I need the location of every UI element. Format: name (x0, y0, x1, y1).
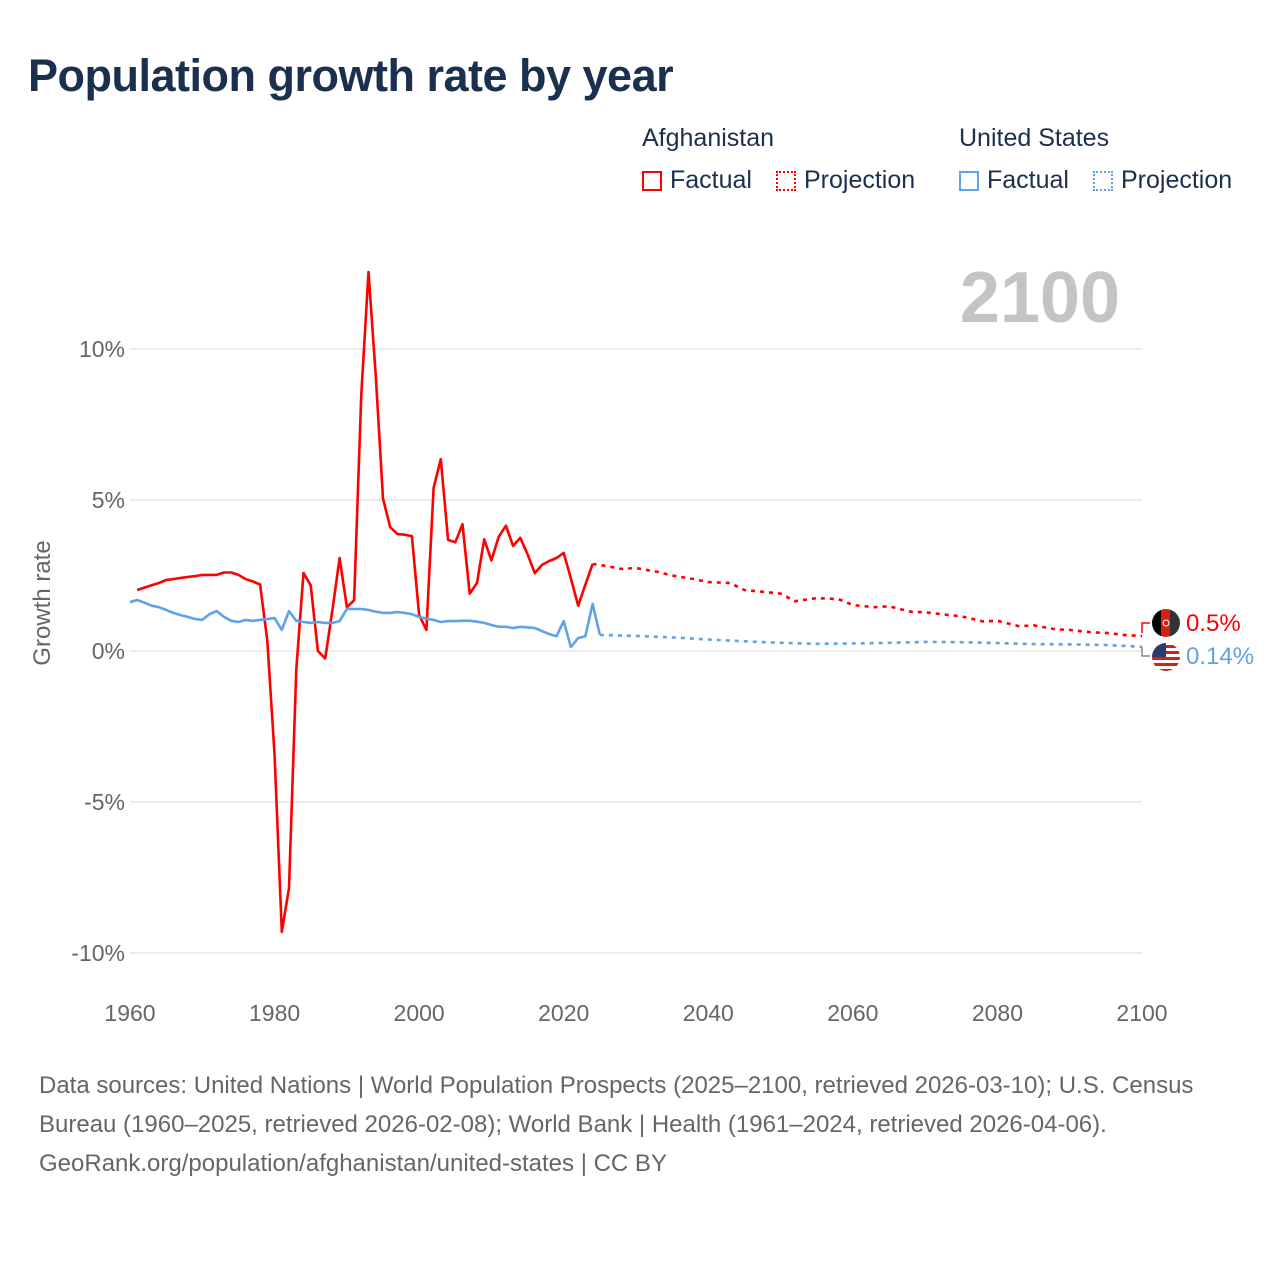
y-tick-label: -10% (71, 940, 125, 966)
x-tick-label: 2080 (972, 1000, 1023, 1026)
afghanistan-flag-icon (1152, 609, 1180, 637)
chart-title: Population growth rate by year (28, 50, 674, 101)
united-states-factual-line (129, 598, 602, 649)
legend-swatch-dotted-red (776, 170, 796, 191)
legend-label: Factual (987, 166, 1069, 194)
y-tick-label: 5% (92, 487, 125, 513)
source-link[interactable]: GeoRank.org/population/afghanistan/unite… (39, 1150, 667, 1177)
x-tick-label: 2000 (394, 1000, 445, 1026)
current-year-label: 2100 (960, 258, 1120, 338)
x-tick-label: 1960 (104, 1000, 155, 1026)
end-label-us: 0.14% (1186, 643, 1254, 670)
x-tick-label: 2100 (1116, 1000, 1167, 1026)
y-axis-label: Growth rate (29, 540, 56, 665)
legend-swatch-solid-blue (959, 170, 979, 191)
x-tick-label: 2040 (683, 1000, 734, 1026)
legend-afghanistan-projection[interactable]: Projection (776, 166, 915, 195)
afghanistan-factual-line (136, 270, 594, 934)
legend-swatch-dotted-blue (1093, 170, 1113, 191)
x-tick-label: 2060 (827, 1000, 878, 1026)
x-tick-label: 2020 (538, 1000, 589, 1026)
legend-us-projection[interactable]: Projection (1093, 166, 1232, 195)
legend-label: Projection (1121, 166, 1233, 194)
end-label-afghanistan: 0.5% (1186, 610, 1241, 637)
legend-afghanistan-factual[interactable]: Factual (642, 166, 752, 195)
legend-swatch-solid-red (642, 170, 662, 191)
y-tick-label: 0% (92, 638, 125, 664)
afghanistan-projection-line (592, 562, 1143, 638)
legend-group-united-states: United States (959, 124, 1110, 152)
data-sources: Data sources: United Nations | World Pop… (39, 1072, 1194, 1138)
x-tick-label: 1980 (249, 1000, 300, 1026)
end-label-leader-afghanistan (1141, 622, 1150, 633)
legend-us-factual[interactable]: Factual (959, 166, 1069, 195)
legend-label: Factual (670, 166, 752, 194)
legend-label: Projection (804, 166, 916, 194)
y-tick-label: -5% (84, 789, 125, 815)
plot-area: 10% 5% 0% -5% -10% 1960 1980 2000 2020 2040 2060 20… (29, 258, 1254, 1026)
united-states-flag-icon (1152, 643, 1180, 671)
united-states-projection-line (599, 633, 1143, 649)
footer: Data sources: United Nations | World Pop… (39, 1066, 1239, 1183)
legend-group-afghanistan: Afghanistan (642, 124, 775, 152)
y-tick-label: 10% (79, 336, 125, 362)
end-label-leader-us (1141, 647, 1150, 657)
